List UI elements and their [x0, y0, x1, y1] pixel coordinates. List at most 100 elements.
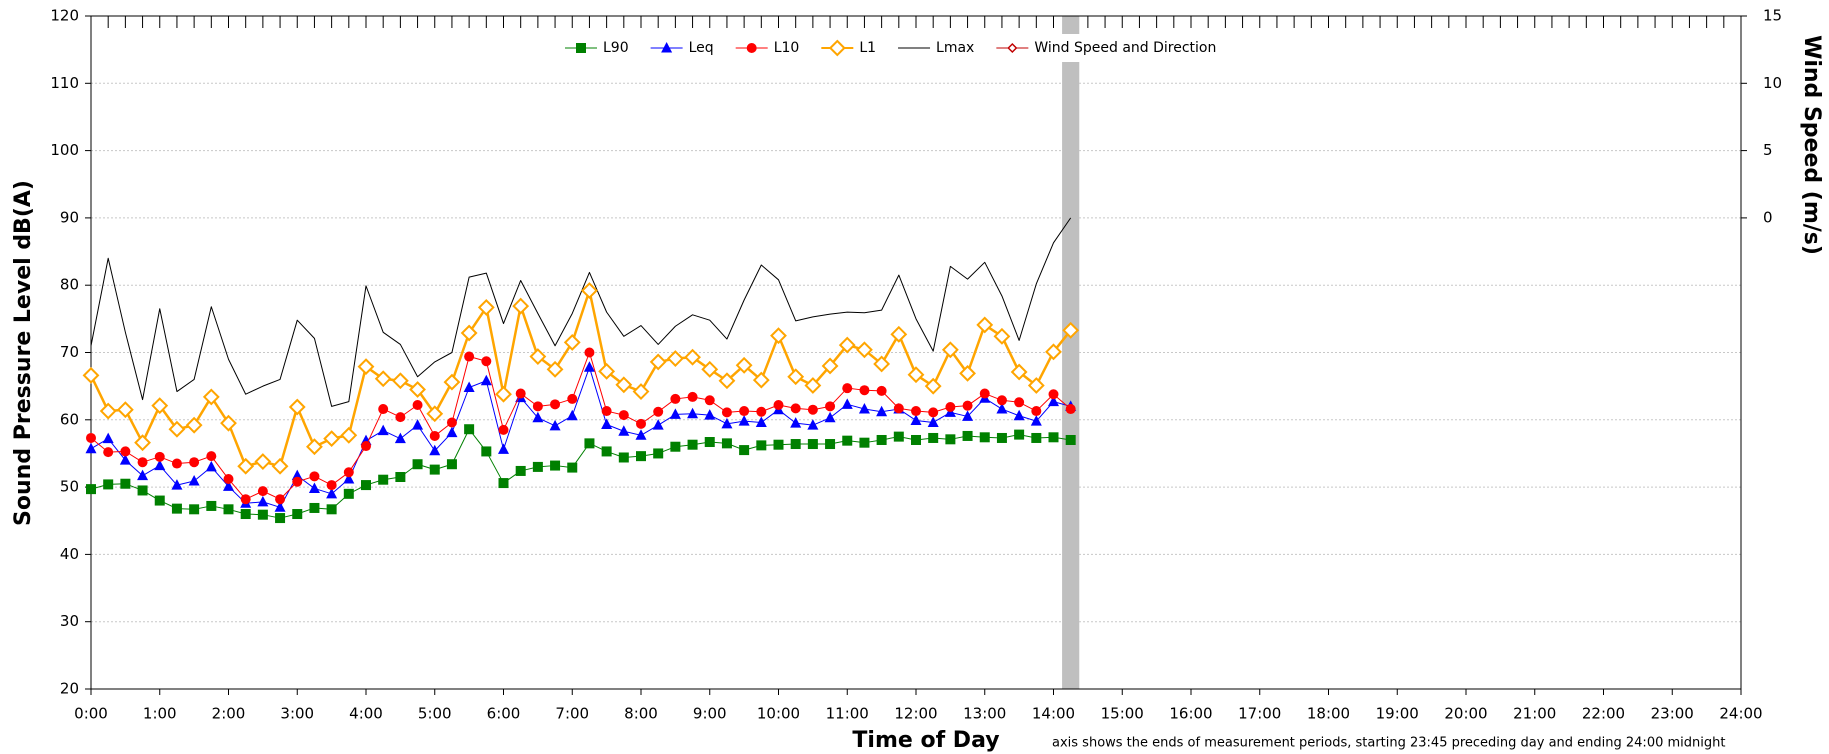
x-tick-label: 6:00: [487, 705, 521, 723]
point: [756, 406, 767, 417]
x-tick-label: 12:00: [894, 705, 937, 723]
x-tick-label: 14:00: [1032, 705, 1075, 723]
point: [618, 410, 629, 421]
point: [446, 459, 457, 470]
point: [910, 414, 922, 425]
point: [790, 439, 801, 450]
point: [481, 356, 492, 367]
point: [340, 426, 358, 444]
point: [378, 404, 389, 415]
point: [86, 432, 96, 443]
point: [309, 502, 320, 513]
point: [721, 407, 732, 418]
x-tick-label: 2:00: [212, 705, 246, 723]
x-tick-label: 7:00: [555, 705, 589, 723]
point: [206, 500, 217, 511]
y-tick-label: 110: [50, 74, 79, 92]
point: [171, 458, 182, 469]
x-tick-label: 11:00: [826, 705, 869, 723]
point: [361, 441, 371, 452]
point: [498, 424, 509, 435]
y-tick-label: 20: [60, 680, 79, 698]
point: [288, 398, 306, 416]
point: [752, 371, 770, 389]
y2-tick-label: 10: [1763, 74, 1782, 92]
point: [1048, 389, 1059, 400]
x-tick-label: 10:00: [757, 705, 800, 723]
point: [343, 467, 354, 478]
x-tick-label: 22:00: [1582, 705, 1625, 723]
point: [119, 454, 131, 465]
point: [687, 439, 698, 450]
point: [137, 469, 149, 481]
legend: L90 Leq L10 L1 Lmax Wind Speed and Direction: [555, 34, 1239, 62]
point: [549, 419, 561, 431]
point: [976, 316, 994, 334]
point: [515, 465, 526, 476]
x-tick-label: 0:00: [74, 705, 108, 723]
point: [996, 403, 1008, 414]
x-tick-label: 13:00: [963, 705, 1006, 723]
y2-tick-label: 0: [1763, 208, 1773, 226]
point: [581, 282, 598, 299]
point: [684, 348, 701, 366]
legend-swatch-marker: [828, 39, 846, 57]
point: [962, 400, 973, 411]
x-tick-label: 3:00: [280, 705, 314, 723]
point: [151, 397, 169, 415]
point: [550, 399, 561, 410]
point: [979, 388, 990, 399]
point: [825, 439, 836, 450]
point: [308, 482, 320, 493]
point: [257, 495, 269, 507]
point: [787, 368, 805, 386]
y-axis-title: Sound Pressure Level dB(A): [11, 180, 36, 526]
point: [979, 432, 990, 443]
point: [86, 484, 96, 495]
point: [653, 406, 664, 417]
point: [567, 462, 578, 473]
point: [1045, 343, 1062, 361]
series-line: [89, 289, 1072, 468]
point: [907, 366, 925, 384]
point: [1031, 432, 1042, 443]
legend-swatch-marker: [661, 42, 673, 53]
point: [446, 417, 457, 428]
point: [636, 451, 646, 462]
point: [859, 385, 870, 396]
point: [635, 429, 647, 440]
point: [941, 341, 959, 359]
point: [563, 333, 581, 351]
point: [670, 393, 681, 404]
point: [601, 418, 613, 430]
x-tick-label: 9:00: [693, 705, 727, 723]
point: [704, 395, 715, 406]
point: [137, 457, 148, 468]
point: [546, 360, 564, 378]
point: [532, 401, 543, 412]
point: [928, 407, 939, 418]
point: [601, 446, 612, 457]
point: [254, 453, 272, 470]
x-tick-label: 18:00: [1307, 705, 1350, 723]
point: [1010, 363, 1028, 381]
point: [154, 451, 165, 462]
point: [532, 461, 543, 472]
point: [842, 435, 853, 446]
x-tick-label: 1:00: [143, 705, 177, 723]
point: [666, 350, 684, 367]
point: [374, 370, 392, 388]
point: [412, 459, 423, 470]
legend-label: Wind Speed and Direction: [1034, 40, 1216, 56]
point: [361, 480, 371, 491]
x-tick-label: 4:00: [349, 705, 383, 723]
point: [515, 388, 526, 399]
point: [1065, 434, 1076, 445]
point: [412, 419, 424, 430]
point: [443, 373, 461, 391]
point: [739, 445, 750, 456]
y-tick-label: 120: [50, 7, 79, 25]
x-tick-label: 20:00: [1444, 705, 1487, 723]
point: [480, 374, 492, 386]
